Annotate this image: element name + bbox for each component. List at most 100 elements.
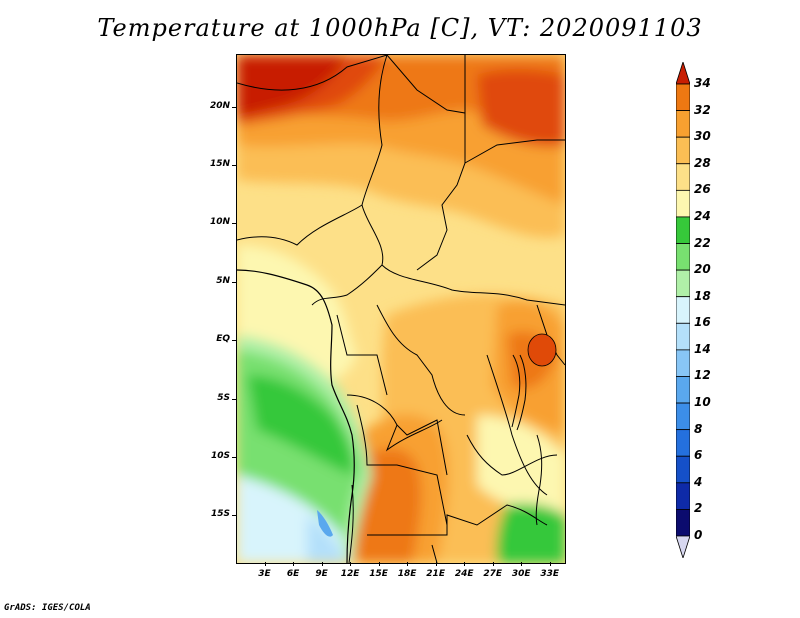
temp-zone-22-sw [247, 375, 353, 475]
longitude-tick [293, 562, 295, 566]
country-borders [237, 55, 565, 563]
lake-tanganyika-shore [516, 354, 527, 431]
coastline [237, 269, 355, 563]
colorbar-label: 16 [694, 315, 711, 330]
colorbar-label: 14 [694, 341, 711, 356]
colorbar-bin [676, 402, 690, 431]
map-svg [237, 55, 565, 563]
latitude-tick [232, 223, 236, 225]
longitude-label: 6E [286, 569, 300, 579]
colorbar-label: 26 [694, 182, 711, 197]
longitude-tick [464, 562, 466, 566]
colorbar-bin [676, 376, 690, 404]
longitude-label: 18E [397, 569, 417, 579]
longitude-tick [378, 562, 380, 566]
colorbar-bin [676, 296, 690, 324]
longitude-tick [549, 562, 551, 566]
colorbar-bin [676, 243, 690, 271]
colorbar-below-min [676, 535, 690, 558]
temperature-map [236, 54, 566, 564]
colorbar-bin [676, 163, 690, 191]
latitude-tick [232, 515, 236, 517]
colorbar-bin [676, 429, 690, 457]
latitude-label: 20N [209, 100, 230, 111]
latitude-label: 5S [217, 392, 230, 403]
colorbar-label: 4 [694, 474, 703, 489]
longitude-label: 3E [258, 569, 271, 579]
colorbar-label: 0 [694, 528, 703, 542]
colorbar-label: 8 [694, 421, 703, 436]
border-segment [376, 304, 466, 416]
border-segment [237, 55, 388, 91]
colorbar-bin [676, 349, 690, 377]
longitude-label: 9E [315, 569, 328, 579]
border-segment [464, 139, 565, 164]
colorbar-label: 32 [694, 102, 711, 117]
lake-victoria [527, 333, 557, 367]
longitude-tick [407, 562, 409, 566]
border-segment [367, 504, 548, 536]
colorbar-label: 2 [694, 501, 703, 516]
temp-zone-32-34-ne [477, 69, 565, 147]
temp-zone-14-16-sw [307, 515, 347, 563]
colorbar [676, 62, 690, 558]
latitude-label: EQ [216, 334, 230, 345]
colorbar-label: 12 [694, 368, 711, 383]
longitude-label: 12E [340, 569, 360, 579]
longitude-tick [321, 562, 323, 566]
longitude-tick [492, 562, 494, 566]
longitude-label: 30E [511, 569, 531, 579]
colorbar-label: 34 [694, 76, 711, 90]
colorbar-label: 28 [694, 155, 711, 170]
temperature-field [237, 55, 565, 563]
border-segment [431, 544, 438, 563]
border-segment [381, 264, 565, 306]
lake-malawi-shore [535, 434, 543, 526]
border-segment [237, 55, 388, 246]
border-segment [486, 354, 548, 496]
colorbar-above-max [676, 62, 690, 85]
latitude-label: 10S [210, 450, 230, 461]
colorbar-bin [676, 136, 690, 165]
colorbar-label: 18 [694, 288, 711, 303]
colorbar-bin [676, 455, 690, 484]
temp-zone-34-nw [237, 55, 347, 117]
grads-credit: GrADS: IGES/COLA [4, 603, 91, 613]
latitude-tick [232, 456, 236, 458]
small-lake-sw [317, 510, 333, 537]
colorbar-label: 30 [694, 129, 711, 144]
colorbar-label: 10 [694, 395, 711, 410]
border-segment [386, 55, 466, 114]
colorbar-bin [676, 216, 690, 244]
colorbar-bin [676, 509, 690, 537]
latitude-label: 5N [216, 275, 230, 286]
border-segment [311, 204, 384, 306]
border-segment [336, 314, 388, 396]
colorbar-label: 24 [694, 208, 711, 223]
colorbar-bin [676, 269, 690, 298]
latitude-label: 15S [210, 509, 230, 520]
longitude-label: 33E [540, 569, 560, 579]
longitude-tick [264, 562, 266, 566]
longitude-tick [435, 562, 437, 566]
border-segment [466, 434, 558, 476]
colorbar-bin [676, 189, 690, 218]
latitude-tick [232, 106, 236, 108]
colorbar-bin [676, 83, 690, 111]
lakes [511, 333, 557, 526]
latitude-tick [232, 340, 236, 342]
map-title: Temperature at 1000hPa [C], VT: 20200911… [97, 14, 703, 42]
longitude-label: 24E [454, 569, 474, 579]
latitude-tick [232, 281, 236, 283]
lake-tanganyika-shore [511, 354, 521, 428]
colorbar-bin [676, 482, 690, 510]
border-segment [396, 419, 448, 476]
temp-zone-20-22-se [496, 503, 565, 563]
colorbar-label: 22 [694, 235, 711, 250]
longitude-label: 15E [369, 569, 388, 579]
temp-zone-30-32-south [356, 448, 422, 563]
border-segment [356, 404, 448, 526]
colorbar-bin [676, 110, 690, 138]
longitude-tick [350, 562, 352, 566]
